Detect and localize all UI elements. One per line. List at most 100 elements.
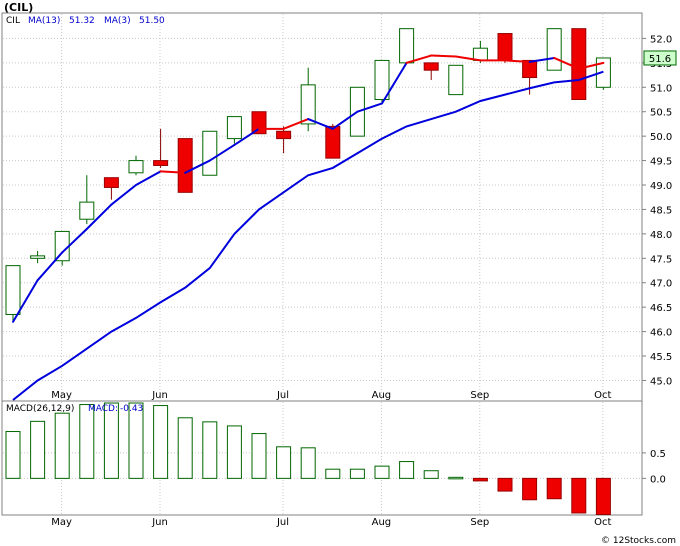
moving-average-lines — [12, 54, 605, 401]
legend-ma3-label: MA(3) — [104, 16, 131, 26]
price-x-tick-label: Jun — [151, 390, 168, 401]
macd-bar-negative — [497, 477, 513, 492]
price-y-tick-label: 50.0 — [650, 132, 672, 143]
candle-body — [497, 33, 513, 61]
macd-legend: MACD(26,12,9) MACD: -0.43 — [6, 404, 143, 414]
candle-up — [202, 130, 218, 176]
candle-up — [79, 175, 95, 225]
legend-ticker: CIL — [6, 16, 20, 26]
candle-body — [251, 111, 267, 135]
candle-down — [153, 128, 169, 168]
macd-x-tick-label: Jun — [151, 517, 168, 528]
price-x-tick-label: Sep — [470, 390, 489, 401]
macd-bar-positive — [325, 468, 341, 479]
price-x-tick-label: Oct — [594, 390, 611, 401]
macd-bar-negative — [472, 477, 488, 482]
legend-macd-label: MACD: — [88, 404, 118, 414]
candle-down — [251, 111, 267, 135]
legend-ma13-value: 51.32 — [69, 16, 95, 26]
ma3-segment — [159, 170, 187, 174]
price-legend: CIL MA(13) 51.32 MA(3) 51.50 — [6, 16, 165, 26]
macd-bar-positive — [30, 420, 46, 479]
price-y-tick-label: 49.0 — [650, 181, 672, 192]
legend-ma3-value: 51.50 — [139, 16, 165, 26]
macd-bar-positive — [300, 447, 316, 479]
price-x-tick-label: Aug — [372, 390, 392, 401]
ma3-segment — [430, 54, 457, 58]
legend-macd-params: MACD(26,12,9) — [6, 404, 74, 414]
candle-body — [79, 201, 95, 220]
last-price-tag: 51.6 — [643, 50, 677, 66]
price-y-tick-label: 50.5 — [650, 108, 672, 119]
macd-y-tick-label: 0.5 — [650, 449, 666, 460]
ma3-segment — [12, 279, 39, 323]
candle-down — [177, 138, 193, 193]
ma3-segment — [504, 59, 531, 63]
candle-body — [30, 255, 46, 259]
price-grid — [3, 14, 641, 400]
macd-x-tick-label: Jul — [276, 517, 289, 528]
macd-bar-positive — [276, 446, 292, 479]
candle-body — [226, 116, 242, 140]
price-y-tick-label: 51.0 — [650, 83, 672, 94]
macd-bar-negative — [571, 477, 587, 514]
candle-down — [497, 33, 513, 63]
candle-body — [448, 64, 464, 96]
ma3-segment — [85, 203, 113, 230]
candle-body — [522, 59, 538, 79]
price-y-tick-label: 47.0 — [650, 279, 672, 290]
macd-bar-positive — [103, 402, 119, 479]
macd-bar-positive — [349, 468, 365, 479]
macd-bar-negative — [546, 477, 562, 500]
candle-up — [5, 265, 21, 322]
price-y-tick-label: 48.5 — [650, 205, 672, 216]
price-panel-frame — [1, 12, 643, 402]
macd-bar-positive — [423, 470, 439, 479]
ma3-segment — [282, 118, 310, 130]
macd-bar-negative — [522, 477, 538, 501]
price-x-tick-label: Jul — [276, 390, 289, 401]
candle-body — [374, 59, 390, 101]
candle-up — [54, 230, 70, 266]
candle-down — [571, 28, 587, 101]
watermark: © 12Stocks.com — [601, 536, 676, 546]
legend-ma13-label: MA(13) — [28, 16, 60, 26]
legend-macd-value: -0.43 — [120, 404, 143, 414]
candle-up — [546, 28, 562, 71]
macd-x-tick-label: Sep — [470, 517, 489, 528]
macd-bar-positive — [251, 433, 267, 479]
candle-up — [448, 64, 464, 96]
price-y-tick-label: 48.0 — [650, 230, 672, 241]
candle-down — [103, 177, 119, 200]
ma3-segment — [233, 127, 260, 146]
macd-y-axis: 0.5 0.0 — [642, 449, 666, 485]
macd-bar-positive — [128, 402, 144, 479]
ma3-segment — [184, 159, 211, 174]
ma3-segment — [405, 54, 433, 64]
macd-bar-positive — [177, 417, 193, 479]
ma3-segment — [553, 56, 580, 70]
last-price-label: 51.6 — [649, 54, 671, 65]
ma3-segment — [135, 170, 162, 187]
price-y-tick-label: 46.5 — [650, 303, 672, 314]
ma3-segment — [528, 56, 556, 63]
candle-body — [423, 62, 439, 71]
macd-bar-positive — [79, 404, 95, 479]
ma3-segment — [61, 227, 88, 254]
macd-bar-negative — [595, 477, 611, 516]
macd-x-tick-label: Aug — [372, 517, 392, 528]
price-y-axis: 45.0 45.5 46.0 46.5 47.0 47.5 48.0 48.5 49.0 49.5… — [642, 34, 672, 387]
candle-body — [103, 177, 119, 188]
macd-x-tick-label: May — [51, 517, 72, 528]
candle-up — [374, 59, 390, 102]
ma3-segment — [454, 55, 482, 62]
price-x-axis: May Jun Jul Aug Sep Oct — [51, 390, 611, 401]
candle-up — [399, 28, 415, 64]
macd-bar-positive — [54, 412, 70, 479]
candle-body — [300, 84, 316, 125]
ma3-segment — [208, 143, 236, 162]
candle-up — [300, 67, 316, 132]
macd-bar-positive — [226, 425, 242, 479]
candle-body — [153, 160, 169, 166]
